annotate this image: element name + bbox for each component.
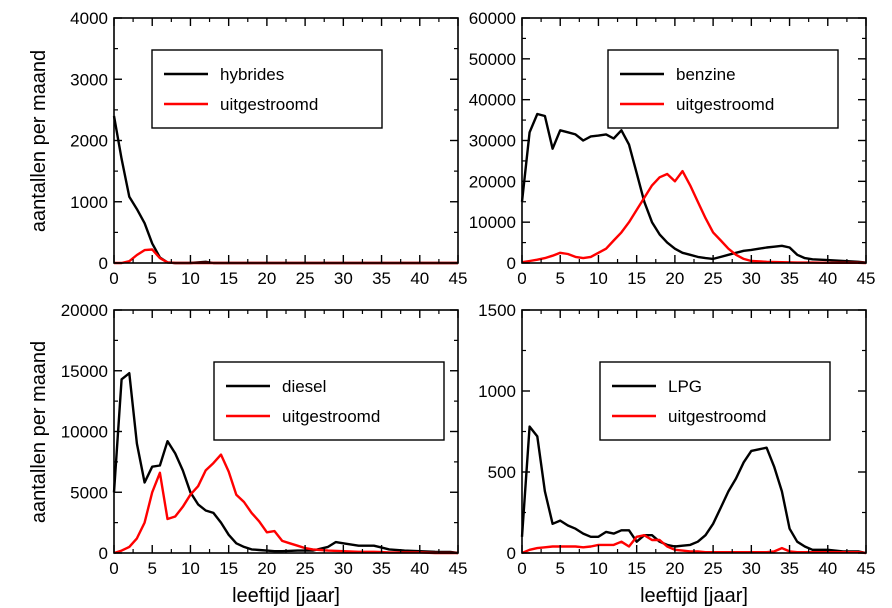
y-tick-label: 0 [99,544,108,563]
y-tick-label: 20000 [469,172,516,191]
x-tick-label: 10 [589,559,608,578]
series-line-main [520,425,867,555]
legend-label: uitgestroomd [220,95,318,114]
x-tick-label: 10 [589,269,608,288]
legend: hybrides uitgestroomd [151,49,383,129]
legend-box [213,361,445,441]
x-tick-label: 30 [334,559,353,578]
legend: benzine uitgestroomd [607,49,839,129]
x-tick-label: 0 [109,559,118,578]
y-tick-label: 500 [488,463,516,482]
panel-top-left: 0 5 10 15 20 25 30 35 40 45 0 1000 2000 3000 4000 hybri… [70,9,467,288]
x-tick-label: 30 [742,559,761,578]
y-tick-label: 1500 [478,301,516,320]
y-tick-label: 60000 [469,9,516,28]
y-tick-label: 30000 [469,132,516,151]
y-tick-label: 4000 [70,9,108,28]
series-line-main [112,115,458,265]
x-tick-label: 35 [372,559,391,578]
x-tick-label: 45 [449,269,468,288]
x-tick-label: 30 [742,269,761,288]
y-tick-label: 0 [507,544,516,563]
x-tick-label: 5 [555,269,564,288]
x-tick-label: 40 [818,269,837,288]
y-tick-label: 2000 [70,132,108,151]
panels: 0 5 10 15 20 25 30 35 40 4501000200030004000hybri… [61,9,876,578]
x-tick-label: 25 [296,559,315,578]
x-tick-label: 20 [257,269,276,288]
panel-top-right: 0 5 10 15 20 25 30 35 40 45 0 10000 20000 30000 40000 5… [469,9,876,288]
x-tick-label: 5 [147,269,156,288]
x-tick-label: 35 [780,559,799,578]
x-axis-title-right: leeftijd [jaar] [640,585,748,607]
x-tick-label: 20 [257,559,276,578]
x-tick-label: 45 [857,269,876,288]
y-tick-label: 15000 [61,362,108,381]
series-line-main [520,112,867,264]
y-tick-label: 3000 [70,70,108,89]
legend-box [599,361,831,441]
legend: LPG uitgestroomd [599,361,831,441]
legend-label: benzine [676,65,736,84]
legend: diesel uitgestroomd [213,361,445,441]
y-tick-label: 10000 [61,423,108,442]
x-tick-label: 30 [334,269,353,288]
panel-bottom-left: 0 5 10 15 20 25 30 35 40 45 0 5000 10000 15000 20000 di… [61,301,468,578]
x-tick-label: 15 [219,269,238,288]
y-tick-label: 10000 [469,213,516,232]
y-axis-title-bottom: aantallen per maand [28,341,50,523]
x-tick-label: 5 [147,559,156,578]
x-tick-label: 20 [665,559,684,578]
x-tick-label: 40 [410,559,429,578]
y-tick-label: 20000 [61,301,108,320]
x-tick-label: 20 [665,269,684,288]
y-tick-label: 5000 [70,483,108,502]
legend-label: hybrides [220,65,284,84]
x-tick-label: 25 [296,269,315,288]
series-line-uitgestroomd [521,169,867,265]
legend-label: diesel [282,377,326,396]
x-tick-label: 0 [517,269,526,288]
x-tick-label: 35 [780,269,799,288]
x-tick-label: 15 [627,559,646,578]
y-tick-label: 1000 [478,382,516,401]
x-tick-label: 45 [449,559,468,578]
y-axis-title-top: aantallen per maand [28,50,50,232]
y-tick-label: 0 [507,254,516,273]
y-tick-label: 50000 [469,50,516,69]
legend-box [151,49,383,129]
series-line-uitgestroomd [521,534,867,555]
legend-label: LPG [668,377,702,396]
y-tick-label: 1000 [70,193,108,212]
x-tick-label: 25 [704,559,723,578]
x-tick-label: 15 [627,269,646,288]
legend-label: uitgestroomd [282,407,380,426]
x-tick-label: 45 [857,559,876,578]
x-tick-label: 10 [181,269,200,288]
x-tick-label: 40 [410,269,429,288]
x-tick-label: 25 [704,269,723,288]
y-tick-label: 0 [99,254,108,273]
x-tick-label: 40 [818,559,837,578]
x-tick-label: 0 [109,269,118,288]
legend-label: uitgestroomd [668,407,766,426]
x-tick-label: 35 [372,269,391,288]
panel-bottom-right: 0 5 10 15 20 25 30 35 40 45 0 500 1000 1500 LPG uitgest… [478,301,875,578]
series-line-uitgestroomd [113,453,458,555]
x-tick-label: 10 [181,559,200,578]
legend-box [607,49,839,129]
x-tick-label: 0 [517,559,526,578]
x-tick-label: 15 [219,559,238,578]
legend-label: uitgestroomd [676,95,774,114]
x-axis-title-left: leeftijd [jaar] [232,585,340,607]
y-tick-label: 40000 [469,91,516,110]
x-tick-label: 5 [555,559,564,578]
series-line-main [112,372,459,555]
